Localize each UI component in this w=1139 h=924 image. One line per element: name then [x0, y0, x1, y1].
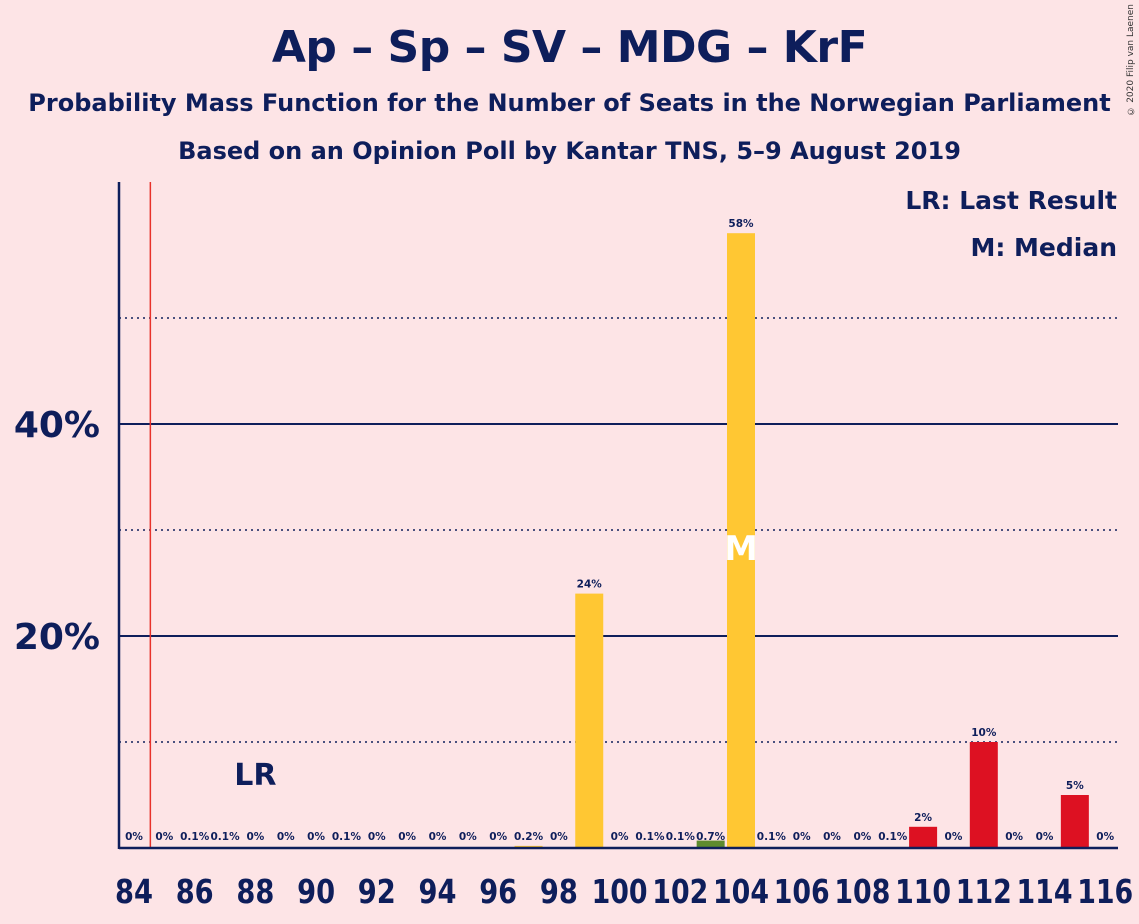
value-label-105: 0.1%: [757, 831, 787, 843]
value-label-102: 0.1%: [666, 831, 696, 843]
bar-103: [696, 840, 725, 848]
value-label-109: 0.1%: [878, 831, 908, 843]
value-label-106: 0%: [793, 831, 811, 843]
x-tick-label: 114: [1017, 872, 1073, 911]
value-label-85: 0%: [155, 831, 173, 843]
value-label-86: 0.1%: [180, 831, 210, 843]
value-label-110: 2%: [914, 812, 932, 824]
value-label-104: 58%: [728, 218, 754, 230]
last-result-label: LR: [234, 758, 276, 793]
x-tick-label: 102: [652, 872, 708, 911]
value-label-111: 0%: [945, 831, 963, 843]
bar-104: [727, 233, 755, 848]
chart-source-line: Based on an Opinion Poll by Kantar TNS, …: [178, 137, 961, 165]
value-label-93: 0%: [398, 831, 416, 843]
x-tick-label: 110: [895, 872, 951, 911]
value-label-101: 0.1%: [635, 831, 665, 843]
x-tick-label: 88: [236, 872, 274, 911]
value-label-94: 0%: [429, 831, 447, 843]
x-tick-label: 98: [540, 872, 578, 911]
x-tick-label: 92: [358, 872, 396, 911]
x-tick-label: 90: [297, 872, 335, 911]
x-tick-label: 86: [176, 872, 214, 911]
bar-115: [1060, 795, 1089, 848]
value-label-114: 0%: [1036, 831, 1054, 843]
x-tick-label: 100: [592, 872, 648, 911]
value-label-108: 0%: [853, 831, 871, 843]
value-label-100: 0%: [611, 831, 629, 843]
x-tick-label: 106: [774, 872, 830, 911]
value-label-97: 0.2%: [514, 831, 544, 843]
value-label-107: 0%: [823, 831, 841, 843]
value-label-96: 0%: [489, 831, 507, 843]
value-label-92: 0%: [368, 831, 386, 843]
value-label-90: 0%: [307, 831, 325, 843]
y-tick-label: 40%: [14, 405, 100, 446]
bar-112: [969, 742, 998, 848]
value-label-113: 0%: [1005, 831, 1023, 843]
value-label-112: 10%: [971, 727, 997, 739]
legend-entry: LR: Last Result: [905, 186, 1117, 215]
x-tick-label: 108: [834, 872, 890, 911]
value-label-95: 0%: [459, 831, 477, 843]
value-label-88: 0%: [246, 831, 264, 843]
value-label-99: 24%: [577, 579, 603, 591]
value-label-84: 0%: [125, 831, 143, 843]
bar-110: [909, 826, 938, 848]
value-label-98: 0%: [550, 831, 568, 843]
value-label-115: 5%: [1066, 780, 1084, 792]
x-tick-label: 84: [115, 872, 153, 911]
x-tick-label: 116: [1077, 872, 1133, 911]
x-tick-label: 96: [479, 872, 517, 911]
median-marker: M: [724, 529, 758, 569]
value-label-89: 0%: [277, 831, 295, 843]
chart-title: Ap – Sp – SV – MDG – KrF: [271, 22, 868, 73]
x-tick-label: 94: [419, 872, 457, 911]
chart-subtitle: Probability Mass Function for the Number…: [28, 89, 1111, 117]
legend-entry: M: Median: [970, 233, 1117, 262]
y-tick-label: 20%: [14, 617, 100, 658]
bar-99: [575, 593, 604, 848]
value-label-116: 0%: [1096, 831, 1114, 843]
value-label-103: 0.7%: [696, 831, 726, 843]
x-tick-label: 112: [956, 872, 1012, 911]
x-tick-label: 104: [713, 872, 769, 911]
value-label-87: 0.1%: [210, 831, 240, 843]
value-label-91: 0.1%: [332, 831, 362, 843]
